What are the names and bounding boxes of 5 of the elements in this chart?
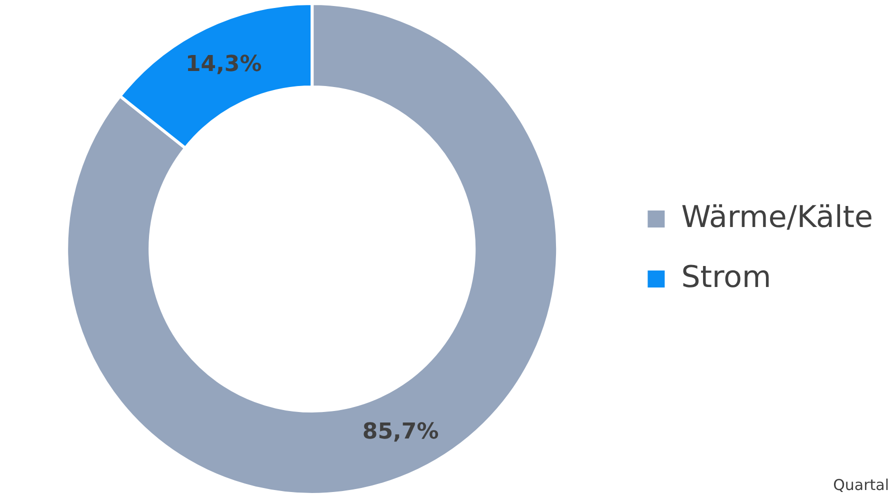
data-label: 14,3% <box>185 52 262 78</box>
data-label: 85,7% <box>362 419 439 444</box>
text: Quartal <box>833 476 889 494</box>
legend-label: Wärme/Kälte <box>681 200 874 235</box>
legend-label: Strom <box>681 260 772 295</box>
